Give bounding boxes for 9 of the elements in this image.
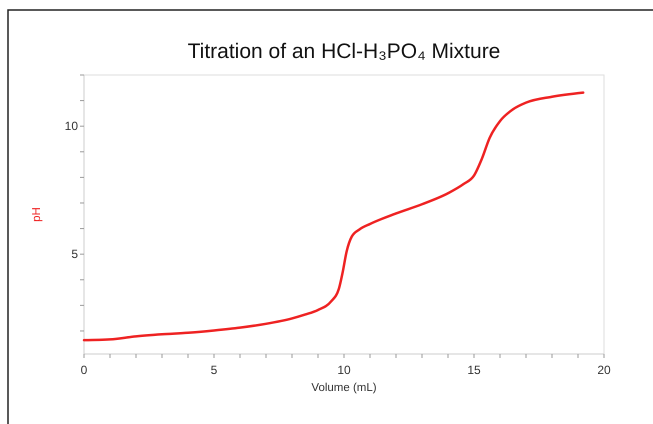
x-tick-label: 20 <box>597 363 611 377</box>
chart-title: Titration of an HCl-H₃PO₄ Mixture <box>188 40 500 63</box>
x-axis-title: Volume (mL) <box>311 382 377 394</box>
x-tick-label: 15 <box>467 363 481 377</box>
x-tick-label: 5 <box>210 363 218 377</box>
x-tick-label: 10 <box>337 363 351 377</box>
y-axis-title: pH <box>31 207 43 222</box>
line-series <box>82 91 584 342</box>
x-tick-label: 0 <box>80 363 88 377</box>
